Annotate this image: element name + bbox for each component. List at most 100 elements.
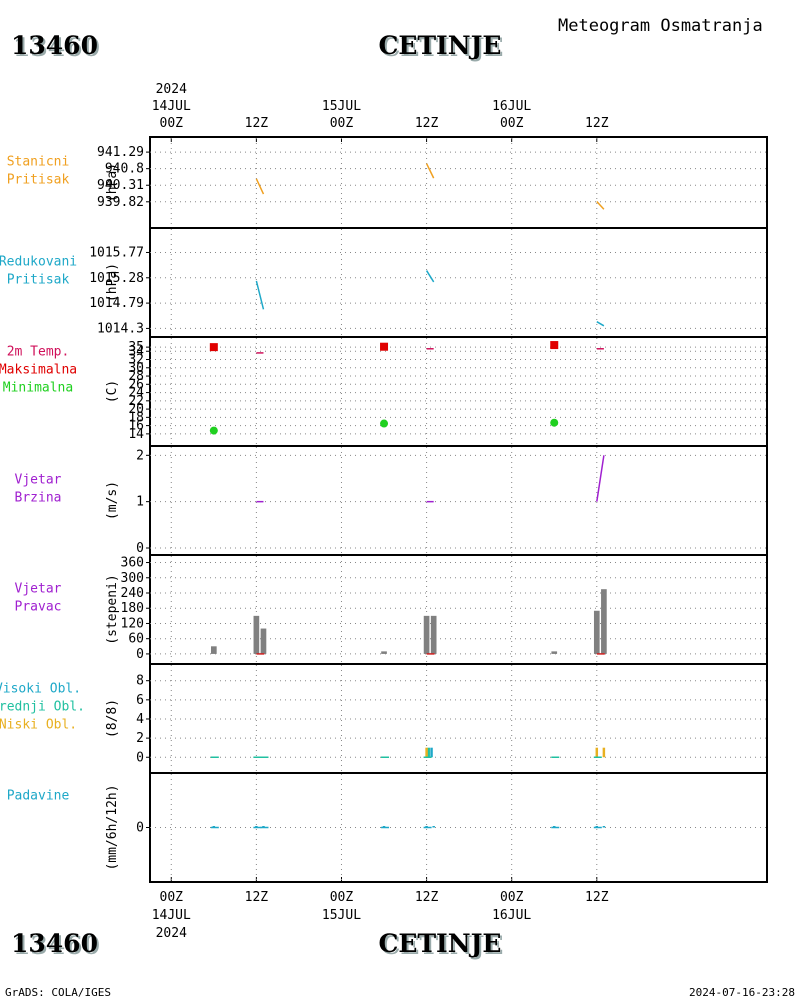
y-tick-label: 24 xyxy=(128,386,144,401)
series-line-segment xyxy=(425,270,435,283)
x-date-label-top: 16JUL xyxy=(492,99,531,114)
panel-label: Pritisak xyxy=(7,273,70,288)
panel-label: Maksimalna xyxy=(0,363,77,378)
y-tick-label: 6 xyxy=(136,693,144,708)
panel-label: Redukovani xyxy=(0,255,77,270)
max-temp-marker xyxy=(550,341,559,350)
station-id-shadow: 13460 xyxy=(13,33,100,62)
x-tick-label-top: 12Z xyxy=(415,116,439,131)
series-line-segment xyxy=(255,178,265,195)
x-date-label-bottom: 16JUL xyxy=(492,908,531,923)
bar-mark xyxy=(253,615,260,654)
panel-label: Vjetar xyxy=(15,582,62,597)
y-axis-label: (C) xyxy=(105,380,120,403)
max-temp-marker xyxy=(380,342,389,351)
y-tick-label: 16 xyxy=(128,419,144,434)
y-axis-label: (hPa) xyxy=(105,263,120,302)
y-tick-label: 1015.77 xyxy=(89,245,144,260)
y-tick-label: 1014.79 xyxy=(89,296,144,311)
x-year-label-bottom: 2024 xyxy=(156,926,187,941)
bar-mark xyxy=(551,651,558,654)
y-tick-label: 120 xyxy=(121,616,144,631)
bar-mark xyxy=(602,747,606,758)
bar-mark xyxy=(423,615,430,654)
y-tick-label: 939.82 xyxy=(97,195,144,210)
bar-mark xyxy=(593,610,600,654)
y-tick-label: 30 xyxy=(128,361,144,376)
y-tick-label: 34 xyxy=(128,344,144,359)
bar-mark xyxy=(210,646,217,654)
x-tick-label-top: 12Z xyxy=(585,116,609,131)
y-tick-label: 940.8 xyxy=(105,162,144,177)
y-tick-label: 940.31 xyxy=(97,178,144,193)
y-tick-label: 2 xyxy=(136,731,144,746)
x-tick-label-bottom: 12Z xyxy=(245,890,269,905)
y-tick-label: 0 xyxy=(136,541,144,556)
y-tick-label: 18 xyxy=(128,410,144,425)
series-line-segment xyxy=(596,321,605,327)
y-tick-label: 180 xyxy=(121,601,144,616)
bar-mark xyxy=(432,826,435,828)
x-date-label-top: 14JUL xyxy=(152,99,191,114)
x-date-label-top: 15JUL xyxy=(322,99,361,114)
y-tick-label: 4 xyxy=(136,712,144,727)
y-tick-label: 28 xyxy=(128,369,144,384)
y-tick-label: 0 xyxy=(136,821,144,836)
y-axis-label: (hPa) xyxy=(105,163,120,202)
y-tick-label: 35 xyxy=(128,340,144,355)
chart-title: Meteogram Osmatranja xyxy=(558,16,763,36)
x-tick-label-top: 12Z xyxy=(245,116,269,131)
station-id-bottom: 13460 xyxy=(11,929,98,958)
station-name-bottom-shadow: CETINJE xyxy=(381,931,504,960)
bar-mark xyxy=(427,747,430,758)
y-tick-label: 14 xyxy=(128,427,144,442)
y-tick-label: 360 xyxy=(121,556,144,571)
panel-label: Pritisak xyxy=(7,173,70,188)
panel-label: Minimalna xyxy=(3,381,73,396)
station-name-shadow: CETINJE xyxy=(381,33,504,62)
station-name-top: CETINJE xyxy=(379,31,502,60)
bar-mark xyxy=(260,628,267,654)
station-name-bottom: CETINJE xyxy=(379,929,502,958)
panel-label: Srednji Obl. xyxy=(0,700,85,715)
y-tick-label: 300 xyxy=(121,571,144,586)
x-tick-label-bottom: 12Z xyxy=(585,890,609,905)
series-line-segment xyxy=(596,455,605,502)
y-axis-label: (stepeni) xyxy=(105,574,120,644)
bar-mark xyxy=(595,747,599,758)
bar-mark xyxy=(430,747,433,758)
y-tick-label: 22 xyxy=(128,394,144,409)
x-date-label-bottom: 15JUL xyxy=(322,908,361,923)
x-tick-label-top: 00Z xyxy=(330,116,354,131)
x-tick-label-bottom: 00Z xyxy=(330,890,354,905)
y-tick-label: 1015.28 xyxy=(89,271,144,286)
panel-label: Padavine xyxy=(7,789,70,804)
x-year-label-top: 2024 xyxy=(156,82,187,97)
y-tick-label: 1 xyxy=(136,495,144,510)
station-id-bottom-shadow: 13460 xyxy=(13,931,100,960)
panel-label: Vjetar xyxy=(15,473,62,488)
x-tick-label-top: 00Z xyxy=(160,116,184,131)
bar-mark xyxy=(381,651,387,654)
panel-label: Niski Obl. xyxy=(0,718,77,733)
y-axis-label: (mm/6h/12h) xyxy=(105,784,120,870)
y-tick-label: 1014.3 xyxy=(97,321,144,336)
y-tick-label: 32 xyxy=(128,353,144,368)
panel-label: 2m Temp. xyxy=(7,345,70,360)
min-temp-marker xyxy=(209,426,218,435)
y-tick-label: 0 xyxy=(136,647,144,662)
y-tick-label: 20 xyxy=(128,402,144,417)
y-axis-label: (8/8) xyxy=(105,699,120,738)
plot-frame xyxy=(149,136,768,883)
y-tick-label: 0 xyxy=(136,750,144,765)
panel-label: Brzina xyxy=(15,491,62,506)
x-tick-label-top: 00Z xyxy=(500,116,524,131)
panel-label: Pravac xyxy=(15,600,62,615)
series-line-segment xyxy=(596,200,605,210)
bar-mark xyxy=(425,747,428,758)
y-tick-label: 240 xyxy=(121,586,144,601)
y-tick-label: 26 xyxy=(128,377,144,392)
bar-mark xyxy=(602,826,606,828)
min-temp-marker xyxy=(380,419,389,428)
